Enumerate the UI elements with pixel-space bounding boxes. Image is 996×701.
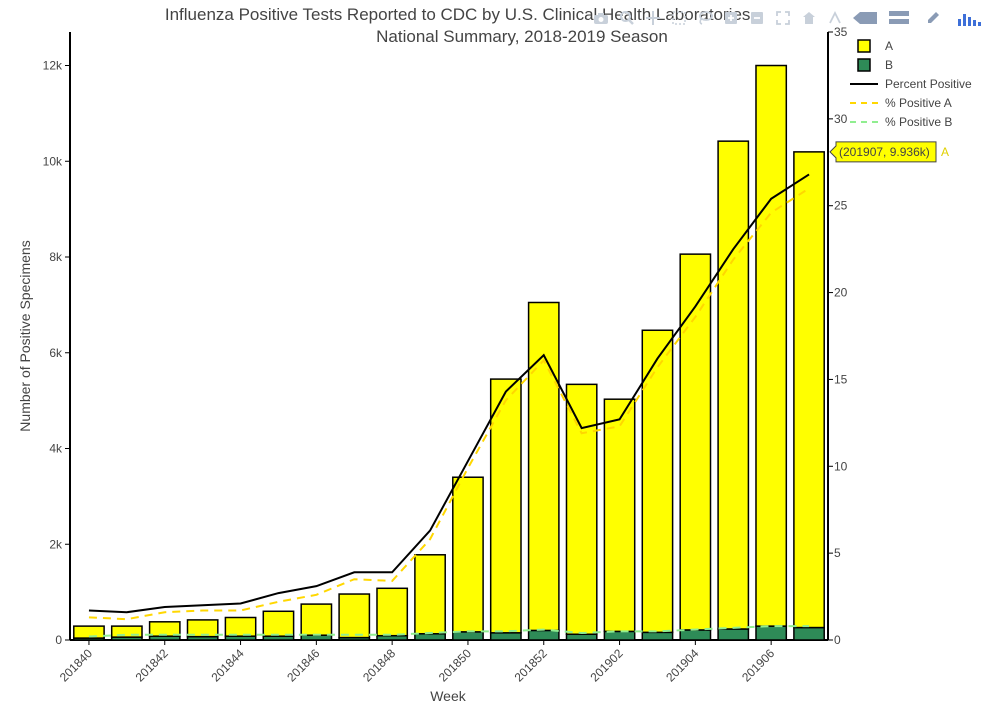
bar-b[interactable] [452, 631, 484, 641]
x-tick-label: 201902 [587, 646, 625, 684]
bar-a[interactable] [565, 383, 598, 636]
legend-item[interactable]: % Positive B [850, 115, 952, 129]
tooltip-series-name: A [941, 145, 949, 159]
modebar[interactable] [590, 6, 988, 30]
plot-area[interactable]: 0 2k 4k 6k 8k 10k 12k 0 5 10 15 20 25 30 35 201840 20184… [43, 25, 848, 684]
lasso-icon[interactable] [694, 7, 716, 29]
pan-icon[interactable] [642, 7, 664, 29]
x-tick-label: 201850 [436, 646, 474, 684]
x-tick-label: 201852 [512, 646, 550, 684]
legend-item[interactable]: A [857, 39, 893, 53]
bar-a[interactable] [376, 587, 409, 637]
y-tick-label: 4k [49, 442, 63, 456]
plotly-logo-icon[interactable] [952, 7, 988, 29]
bar-a[interactable] [73, 625, 105, 639]
y-tick-label: 6k [49, 346, 63, 360]
y2-tick-label: 5 [834, 546, 841, 560]
tooltip-box [829, 141, 937, 163]
zoom-in-icon[interactable] [720, 7, 742, 29]
edit-icon[interactable] [918, 7, 948, 29]
legend-item[interactable]: B [857, 58, 893, 72]
y2-tick-label: 10 [834, 459, 848, 473]
bar-a[interactable] [603, 398, 636, 633]
x-tick-label: 201844 [208, 646, 246, 684]
legend-swatch [857, 39, 871, 53]
y-tick-label: 2k [49, 537, 63, 551]
legend-label: A [885, 39, 893, 53]
y-tick-label: 10k [43, 154, 63, 168]
bar-b[interactable] [755, 625, 788, 641]
x-tick-label: 201842 [133, 646, 171, 684]
bar-a[interactable] [527, 301, 560, 632]
bar-a[interactable] [717, 140, 750, 630]
camera-icon[interactable] [590, 7, 612, 29]
autoscale-icon[interactable] [772, 7, 794, 29]
x-tick-label: 201906 [739, 646, 777, 684]
reset-axes-icon[interactable] [798, 7, 820, 29]
bar-a[interactable] [110, 625, 143, 638]
y2-tick-label: 15 [834, 372, 848, 386]
y2-tick-label: 35 [834, 25, 848, 39]
x-tick-label: 201848 [360, 646, 398, 684]
y-tick-label: 12k [43, 59, 63, 73]
x-tick-label: 201840 [57, 646, 95, 684]
zoom-icon[interactable] [616, 7, 638, 29]
bar-a[interactable] [414, 554, 446, 635]
y2-tick-label: 0 [834, 633, 841, 647]
x-axis-title: Week [430, 688, 467, 701]
x-tick-label: 201904 [663, 646, 701, 684]
bar-b[interactable] [641, 631, 674, 641]
bar-a[interactable] [452, 476, 484, 633]
legend-label: % Positive A [885, 96, 952, 110]
series-line-percent-positive[interactable] [88, 173, 810, 614]
bar-b[interactable] [717, 628, 750, 641]
bar-a[interactable] [793, 151, 825, 629]
box-select-icon[interactable] [668, 7, 690, 29]
bar-a[interactable] [489, 378, 522, 634]
bar-a[interactable] [300, 603, 333, 636]
bar-b[interactable] [565, 633, 598, 641]
y-axis-title: Number of Positive Specimens [17, 240, 33, 431]
bar-b[interactable] [414, 633, 446, 641]
hover-closest-icon[interactable] [850, 7, 880, 29]
y-tick-label: 0 [55, 633, 62, 647]
hover-tooltip: (201907, 9.936k) A [829, 141, 949, 163]
legend[interactable]: AB Percent Positive % Positive A % Positive… [850, 39, 972, 129]
bar-a[interactable] [186, 619, 219, 638]
bar-b[interactable] [793, 626, 825, 641]
bar-a[interactable] [755, 64, 788, 627]
tooltip-value: (201907, 9.936k) [839, 145, 930, 159]
spike-lines-icon[interactable] [824, 7, 846, 29]
bar-b[interactable] [489, 632, 522, 641]
legend-label: % Positive B [885, 115, 952, 129]
y-tick-label: 8k [49, 250, 63, 264]
bar-a[interactable] [148, 621, 181, 637]
legend-label: B [885, 58, 893, 72]
legend-item[interactable]: % Positive A [850, 96, 952, 110]
legend-label: Percent Positive [885, 77, 972, 91]
x-tick-label: 201846 [284, 646, 322, 684]
legend-item[interactable]: Percent Positive [850, 77, 972, 91]
legend-swatch [857, 58, 871, 72]
chart-title-line2: National Summary, 2018-2019 Season [376, 27, 668, 46]
zoom-out-icon[interactable] [746, 7, 768, 29]
bar-a[interactable] [679, 253, 712, 631]
y2-tick-label: 30 [834, 112, 848, 126]
y2-tick-label: 25 [834, 199, 848, 213]
bar-a[interactable] [224, 616, 257, 637]
bar-a[interactable] [262, 610, 295, 637]
y2-tick-label: 20 [834, 286, 848, 300]
bar-b[interactable] [527, 629, 560, 641]
hover-compare-icon[interactable] [884, 7, 914, 29]
bar-a[interactable] [338, 593, 371, 639]
bar-a[interactable] [641, 329, 674, 634]
bar-b[interactable] [679, 629, 712, 641]
